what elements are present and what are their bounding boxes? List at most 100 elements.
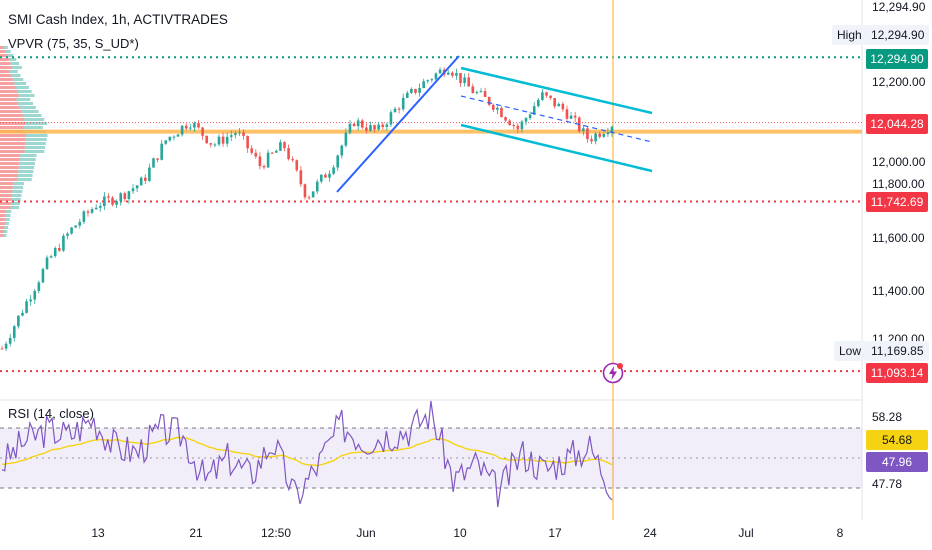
candle-body: [324, 174, 327, 178]
volume-profile-bar: [14, 82, 27, 85]
rsi-tick-upper: 58.28: [872, 410, 903, 424]
candle-body: [234, 133, 237, 136]
time-tick: 17: [548, 526, 562, 540]
candle-body: [590, 139, 593, 142]
candle-body: [0, 348, 4, 350]
candle-body: [569, 115, 573, 119]
rsi-legend[interactable]: RSI (14, close): [8, 406, 94, 421]
candle-body: [438, 69, 442, 74]
candle-body: [291, 159, 294, 161]
volume-profile-bar: [0, 190, 13, 193]
volume-profile-bar: [25, 138, 47, 141]
volume-profile-bar: [0, 94, 19, 97]
candle-body: [475, 92, 479, 94]
candle-body: [238, 132, 241, 134]
candle-body: [119, 193, 123, 202]
volume-profile-bar: [16, 98, 31, 101]
volume-profile-bar: [0, 222, 5, 225]
candle-body: [152, 158, 155, 168]
low-value: 11,169.85: [866, 341, 929, 361]
candle-body: [180, 125, 184, 135]
candle-body: [504, 117, 507, 121]
candle-body: [33, 290, 37, 300]
volume-profile-bar: [0, 146, 25, 149]
candle-body: [401, 97, 405, 110]
candle-body: [553, 98, 556, 107]
volume-profile-bar: [0, 70, 10, 73]
candle-body: [598, 133, 602, 137]
candle-body: [176, 134, 180, 137]
volume-profile-bar: [0, 218, 6, 221]
candle-body: [385, 124, 389, 128]
candle-body: [541, 92, 544, 100]
time-tick: 13: [91, 526, 105, 540]
volume-profile-bar: [25, 142, 46, 145]
candle-body: [201, 127, 204, 136]
price-tick: 12,000.00: [872, 155, 926, 169]
candle-body: [160, 143, 163, 160]
high-label: High: [832, 25, 867, 45]
candle-body: [336, 155, 340, 168]
candle-body: [209, 143, 213, 145]
candle-body: [217, 136, 221, 145]
candle-body: [479, 91, 483, 93]
volume-profile-bar: [0, 210, 7, 213]
price-tick: 11,400.00: [872, 284, 925, 298]
candle-body: [266, 152, 270, 168]
volume-profile-bar: [19, 106, 36, 109]
volume-profile-bar: [0, 226, 5, 229]
candle-body: [62, 235, 65, 251]
volume-profile-bar: [0, 90, 18, 93]
volume-profile-bar: [0, 126, 24, 129]
volume-profile-bar: [9, 70, 18, 73]
candle-body: [254, 152, 258, 157]
candle-body: [49, 256, 53, 258]
candle-body: [279, 142, 282, 151]
candle-body: [98, 206, 102, 208]
candle-body: [295, 160, 299, 171]
volume-profile-bar: [5, 218, 10, 221]
volume-profile-bar: [0, 206, 11, 209]
volume-profile-bar: [5, 214, 11, 217]
volume-profile-bar: [18, 166, 35, 169]
candle-body: [29, 299, 32, 302]
support-tag: 11,742.69: [866, 192, 928, 212]
candle-body: [340, 145, 344, 156]
volume-profile-bar: [5, 50, 11, 53]
candle-body: [393, 108, 397, 113]
indicator-legend[interactable]: VPVR (75, 35, S_UD*): [8, 36, 139, 51]
volume-profile-bar: [7, 54, 14, 57]
candle-body: [197, 123, 200, 128]
volume-profile-bar: [0, 122, 26, 125]
candle-body: [586, 128, 589, 140]
volume-profile-bar: [6, 210, 12, 213]
candle-body: [123, 193, 127, 200]
candle-body: [287, 148, 290, 160]
candle-body: [94, 207, 98, 210]
volume-profile-bar: [0, 230, 5, 233]
candle-body: [356, 120, 360, 127]
candle-body: [74, 225, 77, 228]
volume-profile-bar: [13, 182, 24, 185]
candle-body: [389, 112, 393, 125]
volume-profile-bar: [4, 230, 8, 233]
bottom-line-tag: 11,093.14: [866, 363, 928, 383]
volume-profile-bar: [10, 202, 20, 205]
rsi-value-tag: 47.96: [866, 452, 928, 472]
lightning-event-icon[interactable]: [602, 362, 624, 384]
volume-profile-bar: [24, 118, 45, 121]
candle-body: [164, 140, 168, 144]
candle-body: [86, 211, 90, 213]
channel-upper-line: [460, 66, 653, 115]
candle-body: [549, 95, 552, 99]
candle-body: [377, 124, 380, 130]
candle-body: [78, 221, 82, 226]
candle-body: [307, 197, 311, 199]
candle-body: [446, 72, 450, 75]
candle-body: [213, 144, 217, 146]
candle-body: [189, 127, 192, 129]
candle-body: [205, 135, 208, 144]
candle-body: [406, 92, 409, 98]
candle-body: [467, 77, 471, 87]
